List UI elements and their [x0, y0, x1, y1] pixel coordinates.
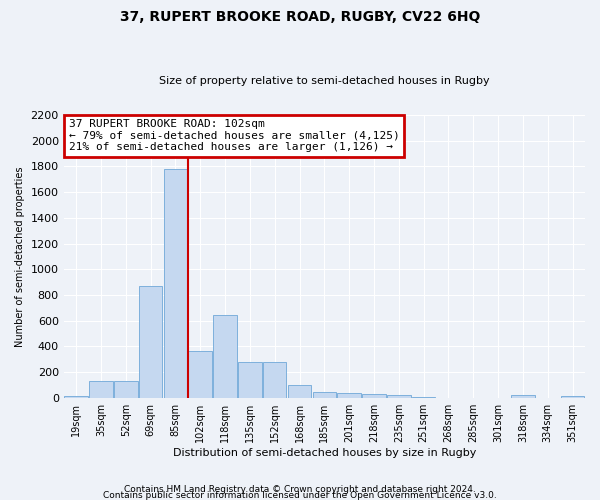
- Text: 37 RUPERT BROOKE ROAD: 102sqm
← 79% of semi-detached houses are smaller (4,125)
: 37 RUPERT BROOKE ROAD: 102sqm ← 79% of s…: [69, 120, 400, 152]
- Bar: [64, 396, 88, 398]
- Bar: [288, 385, 311, 398]
- Bar: [238, 362, 262, 398]
- Bar: [114, 381, 137, 398]
- X-axis label: Distribution of semi-detached houses by size in Rugby: Distribution of semi-detached houses by …: [173, 448, 476, 458]
- Bar: [213, 316, 237, 398]
- Bar: [313, 392, 336, 398]
- Bar: [263, 362, 286, 398]
- Title: Size of property relative to semi-detached houses in Rugby: Size of property relative to semi-detach…: [159, 76, 490, 86]
- Bar: [412, 397, 436, 398]
- Bar: [164, 169, 187, 398]
- Text: Contains HM Land Registry data © Crown copyright and database right 2024.: Contains HM Land Registry data © Crown c…: [124, 484, 476, 494]
- Bar: [362, 394, 386, 398]
- Bar: [188, 352, 212, 398]
- Bar: [337, 392, 361, 398]
- Bar: [561, 396, 584, 398]
- Text: Contains public sector information licensed under the Open Government Licence v3: Contains public sector information licen…: [103, 490, 497, 500]
- Bar: [89, 381, 113, 398]
- Bar: [511, 395, 535, 398]
- Bar: [139, 286, 163, 398]
- Y-axis label: Number of semi-detached properties: Number of semi-detached properties: [15, 166, 25, 346]
- Bar: [387, 395, 410, 398]
- Text: 37, RUPERT BROOKE ROAD, RUGBY, CV22 6HQ: 37, RUPERT BROOKE ROAD, RUGBY, CV22 6HQ: [120, 10, 480, 24]
